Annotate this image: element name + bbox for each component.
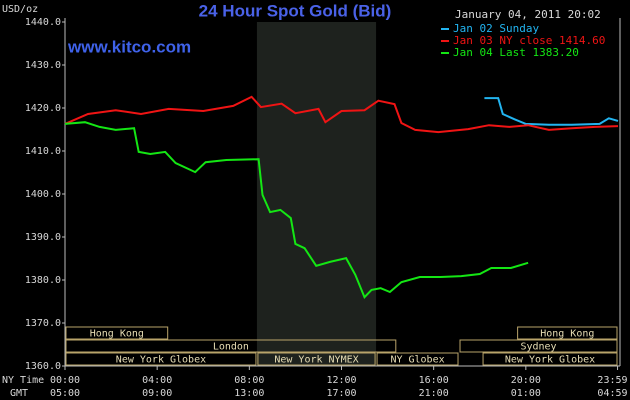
session-label: New York Globex (505, 355, 595, 366)
y-tick-label: 1420.0 (25, 103, 61, 114)
x-row-label: NY Time (2, 375, 44, 386)
y-tick-label: 1410.0 (25, 146, 61, 157)
x-tick-label: 08:00 (234, 375, 264, 386)
y-tick-label: 1440.0 (25, 17, 61, 28)
x2-tick-label: 09:00 (142, 388, 172, 399)
session-box (257, 352, 376, 366)
watermark: www.kitco.com (67, 37, 191, 56)
x2-tick-label: 17:00 (326, 388, 356, 399)
session-box (65, 326, 169, 340)
session-label: London (213, 342, 249, 353)
x-tick-label: 23:59 (597, 375, 627, 386)
x2-tick-label: 01:00 (511, 388, 541, 399)
legend-label: Jan 04 Last 1383.20 (453, 46, 579, 59)
x2-tick-label: 04:59 (597, 388, 627, 399)
data-line (64, 121, 529, 300)
session-label: Hong Kong (90, 329, 144, 340)
session-label: NY Globex (390, 355, 444, 366)
session-box (376, 352, 459, 366)
x-tick-label: 00:00 (50, 375, 80, 386)
x-tick-label: 12:00 (326, 375, 356, 386)
x2-tick-label: 13:00 (234, 388, 264, 399)
legend-title: January 04, 2011 20:02 (455, 8, 601, 21)
x-tick-label: 16:00 (419, 375, 449, 386)
y-tick-label: 1360.0 (25, 361, 61, 372)
session-label: New York NYMEX (274, 355, 358, 366)
session-box (459, 339, 618, 353)
session-box (65, 339, 397, 353)
legend-label: Jan 02 Sunday (453, 22, 539, 35)
data-line (64, 95, 619, 134)
x2-tick-label: 05:00 (50, 388, 80, 399)
data-line (484, 97, 619, 126)
y-tick-label: 1430.0 (25, 60, 61, 71)
session-box (65, 352, 257, 366)
y-tick-label: 1380.0 (25, 275, 61, 286)
x2-tick-label: 21:00 (419, 388, 449, 399)
y-tick-label: 1400.0 (25, 189, 61, 200)
session-box (482, 352, 618, 366)
session-label: Sydney (520, 342, 556, 353)
session-label: Hong Kong (540, 329, 594, 340)
x-tick-label: 04:00 (142, 375, 172, 386)
chart-title: 24 Hour Spot Gold (Bid) (199, 1, 392, 20)
y-tick-label: 1390.0 (25, 232, 61, 243)
x2-row-label: GMT (10, 388, 28, 399)
session-label: New York Globex (116, 355, 206, 366)
session-box (517, 326, 618, 340)
shaded-region (256, 22, 377, 366)
y-axis-label: USD/oz (2, 4, 38, 15)
y-tick-label: 1370.0 (25, 318, 61, 329)
x-tick-label: 20:00 (511, 375, 541, 386)
legend-label: Jan 03 NY close 1414.60 (453, 34, 605, 47)
